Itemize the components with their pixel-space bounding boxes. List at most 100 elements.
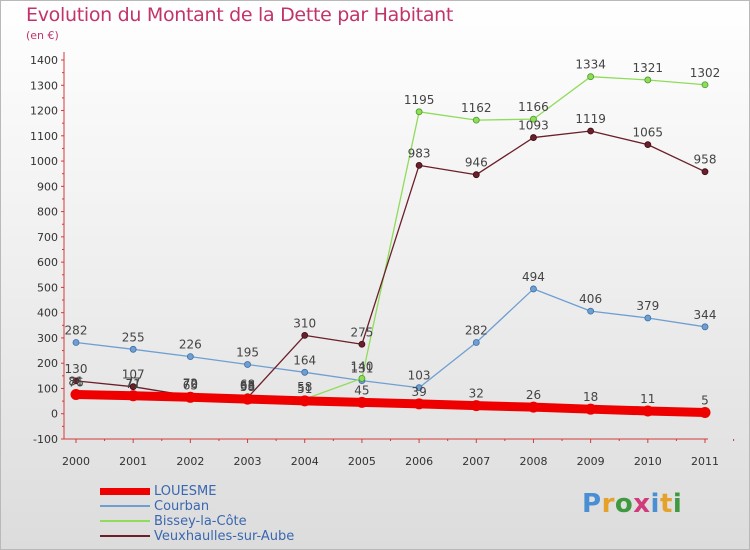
- data-point-bissey: [472, 116, 480, 124]
- series-line-veuxhaulles: [75, 130, 706, 399]
- x-tick-label: 2004: [291, 455, 319, 468]
- y-tick-label: -100: [33, 433, 58, 446]
- data-label-louesme: 71: [126, 377, 141, 391]
- data-point-louesme: [585, 403, 597, 415]
- data-point-courban: [72, 339, 80, 346]
- x-tick-label: 2007: [462, 455, 490, 468]
- data-label-bissey: 68: [240, 378, 255, 392]
- data-label-bissey: 72: [183, 377, 198, 391]
- data-point-bissey: [701, 81, 709, 89]
- data-point-veuxhaulles: [587, 127, 595, 135]
- data-label-louesme: 39: [411, 385, 426, 399]
- data-point-louesme: [356, 396, 368, 408]
- data-point-louesme: [527, 401, 539, 413]
- y-tick-label: 600: [37, 256, 58, 269]
- x-tick-label: 2008: [519, 455, 547, 468]
- data-label-bissey: 1195: [404, 93, 435, 107]
- y-tick-label: 300: [37, 332, 58, 345]
- data-point-veuxhaulles: [701, 168, 709, 176]
- data-point-louesme: [470, 400, 482, 412]
- data-point-veuxhaulles: [644, 141, 652, 149]
- data-point-courban: [701, 323, 709, 331]
- y-tick-label: 1400: [30, 54, 58, 67]
- data-point-louesme: [242, 393, 254, 405]
- data-point-courban: [530, 285, 537, 293]
- data-label-courban: 282: [65, 323, 88, 337]
- data-point-louesme: [699, 406, 711, 418]
- data-label-louesme: 65: [183, 378, 198, 392]
- data-point-louesme: [299, 395, 311, 407]
- data-point-bissey: [415, 108, 423, 116]
- legend-label-courban: Courban: [154, 499, 210, 514]
- data-point-louesme: [70, 389, 82, 401]
- series-line-louesme: [71, 390, 710, 417]
- data-label-courban: 282: [465, 323, 488, 337]
- data-point-courban: [301, 368, 309, 376]
- data-point-veuxhaulles: [472, 171, 480, 179]
- legend-swatch-louesme: [100, 487, 150, 495]
- data-point-veuxhaulles: [301, 332, 309, 339]
- data-label-louesme: 32: [469, 387, 484, 401]
- data-label-veuxhaulles: 1119: [575, 112, 606, 126]
- data-label-veuxhaulles: 63: [240, 379, 255, 393]
- data-point-courban: [587, 307, 595, 315]
- data-point-louesme: [127, 390, 139, 402]
- x-tick-label: 2000: [62, 455, 90, 468]
- data-point-bissey: [358, 374, 366, 382]
- data-label-courban: 406: [579, 292, 602, 306]
- y-tick-label: 500: [37, 281, 58, 294]
- y-tick-label: 1300: [30, 79, 58, 92]
- data-label-bissey: 77: [126, 375, 141, 389]
- y-tick-label: 1000: [30, 155, 58, 168]
- y-tick-label: 900: [37, 180, 58, 193]
- data-label-courban: 195: [236, 345, 259, 359]
- data-label-bissey: 1321: [633, 61, 664, 75]
- x-tick-label: 2002: [176, 455, 204, 468]
- data-label-veuxhaulles: 958: [694, 153, 717, 167]
- data-point-louesme: [642, 405, 654, 417]
- data-point-louesme: [184, 391, 196, 403]
- data-point-veuxhaulles: [415, 161, 423, 169]
- data-point-bissey: [644, 76, 652, 84]
- series-line-courban: [75, 288, 706, 389]
- y-tick-label: 700: [37, 231, 58, 244]
- data-label-bissey: 58: [297, 380, 312, 394]
- data-label-louesme: 51: [297, 382, 312, 396]
- data-label-courban: 255: [122, 330, 145, 344]
- y-tick-label: 200: [37, 357, 58, 370]
- data-label-louesme: 11: [640, 392, 655, 406]
- data-label-courban: 344: [694, 308, 717, 322]
- y-tick-label: 0: [51, 408, 58, 421]
- x-tick-label: 2009: [577, 455, 605, 468]
- data-label-veuxhaulles: 130: [65, 362, 88, 376]
- data-label-bissey: 1162: [461, 101, 492, 115]
- data-label-veuxhaulles: 1093: [518, 119, 549, 133]
- y-tick-label: 1100: [30, 130, 58, 143]
- data-label-courban: 494: [522, 270, 545, 284]
- x-tick-label: 2005: [348, 455, 376, 468]
- data-label-veuxhaulles: 946: [465, 156, 488, 170]
- data-point-courban: [129, 345, 137, 353]
- data-label-veuxhaulles: 70: [183, 377, 198, 391]
- data-point-courban: [472, 339, 480, 346]
- unit-label: (en €): [26, 29, 59, 42]
- data-label-louesme: 76: [68, 376, 83, 390]
- data-label-bissey: 1334: [575, 58, 606, 72]
- data-label-louesme: 26: [526, 388, 541, 402]
- legend-swatch-bissey: [100, 520, 150, 522]
- legend-label-veuxhaulles: Veuxhaulles-sur-Aube: [154, 529, 295, 544]
- y-tick-label: 100: [37, 382, 58, 395]
- legend-label-louesme: LOUESME: [154, 484, 217, 499]
- data-label-veuxhaulles: 983: [408, 146, 431, 160]
- data-label-veuxhaulles: 1065: [633, 126, 664, 140]
- y-tick-label: 400: [37, 307, 58, 320]
- data-label-louesme: 18: [583, 390, 598, 404]
- series-line-bissey: [75, 76, 706, 400]
- data-label-bissey: 140: [350, 359, 373, 373]
- data-label-courban: 103: [408, 369, 431, 383]
- legend-swatch-courban: [100, 505, 150, 507]
- data-label-veuxhaulles: 275: [350, 325, 373, 339]
- data-point-bissey: [587, 73, 595, 81]
- data-label-bissey: 1302: [690, 66, 721, 80]
